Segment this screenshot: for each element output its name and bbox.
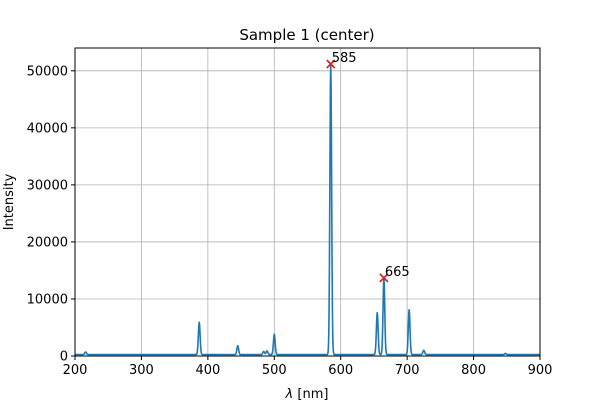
x-tick-label: 800: [461, 363, 486, 378]
chart-title: Sample 1 (center): [239, 26, 374, 44]
grid-lines: [74, 48, 541, 357]
y-tick-label: 30000: [27, 178, 68, 193]
x-tick-label: 200: [63, 363, 88, 378]
peak-marker: [379, 273, 389, 283]
spectrum-line: [74, 63, 541, 356]
x-tick-label: 600: [328, 363, 353, 378]
x-tick-label: 300: [129, 363, 154, 378]
y-tick-label: 0: [60, 350, 68, 365]
peak-markers: 585 665: [326, 51, 410, 283]
series-layer: [74, 63, 541, 356]
x-tick-label: 900: [528, 363, 553, 378]
peak-marker-stroke: [326, 59, 336, 69]
peak-annotation: 665: [385, 265, 410, 280]
axes-border: [74, 47, 541, 357]
y-axis-label: Intensity: [2, 173, 17, 230]
x-axis-label-symbol: λ: [285, 387, 294, 400]
y-tick-label: 20000: [27, 235, 68, 250]
x-tick-label: 400: [195, 363, 220, 378]
x-axis-label-unit: [nm]: [293, 387, 328, 400]
y-ticks: 0 10000 20000 30000 40000 50000: [27, 64, 75, 365]
y-tick-label: 40000: [27, 121, 68, 136]
axes-frame: [74, 47, 541, 357]
x-tick-label: 700: [395, 363, 420, 378]
peak-annotation: 585: [332, 51, 357, 66]
x-axis-label: λ [nm]: [285, 387, 329, 400]
peak-marker-stroke: [379, 273, 389, 283]
x-tick-label: 500: [262, 363, 287, 378]
y-tick-label: 10000: [27, 292, 68, 307]
x-ticks: 200 300 400 500 600 700 800 900: [63, 356, 553, 378]
y-tick-label: 50000: [27, 64, 68, 79]
peak-marker: [326, 59, 336, 69]
